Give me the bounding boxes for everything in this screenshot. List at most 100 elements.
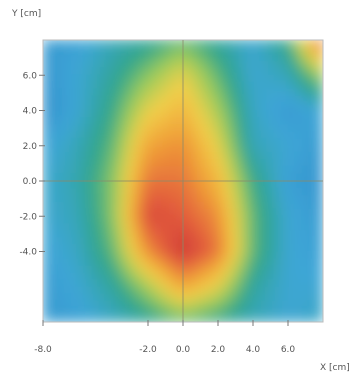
heat-cell — [56, 166, 65, 175]
heat-cell — [273, 60, 282, 69]
heat-cell — [210, 88, 219, 97]
heat-cell — [252, 265, 261, 274]
heat-cell — [245, 229, 254, 238]
heat-cell — [56, 173, 65, 182]
heat-cell — [182, 307, 191, 316]
heat-cell — [105, 173, 114, 182]
heat-cell — [308, 265, 317, 274]
heat-cell — [266, 138, 275, 147]
heat-cell — [105, 88, 114, 97]
heat-cell — [175, 229, 184, 238]
heat-cell — [84, 272, 93, 281]
heat-cell — [210, 145, 219, 154]
heat-cell — [182, 293, 191, 302]
heat-cell — [63, 300, 72, 309]
heat-cell — [56, 117, 65, 126]
heat-cell — [56, 67, 65, 76]
heat-cell — [105, 53, 114, 62]
heat-cell — [63, 88, 72, 97]
heat-cell — [259, 272, 268, 281]
heat-cell — [105, 215, 114, 224]
heat-cell — [231, 215, 240, 224]
heat-cell — [189, 229, 198, 238]
heat-cell — [112, 74, 121, 83]
heat-cell — [315, 293, 323, 302]
heat-cell — [231, 187, 240, 196]
heat-cell — [168, 236, 177, 245]
heat-cell — [301, 110, 310, 119]
heat-cell — [308, 229, 317, 238]
heat-cell — [287, 67, 296, 76]
heat-cell — [224, 110, 233, 119]
heat-cell — [91, 300, 100, 309]
heat-cell — [77, 166, 86, 175]
heat-cell — [119, 194, 128, 203]
heat-cell — [280, 194, 289, 203]
heat-cell — [98, 208, 107, 217]
heat-cell — [126, 159, 135, 168]
heat-cell — [133, 53, 142, 62]
heat-cell — [203, 74, 212, 83]
heat-cell — [266, 81, 275, 90]
heat-cell — [182, 251, 191, 260]
heat-cell — [49, 180, 58, 189]
heat-cell — [259, 314, 268, 322]
heat-cell — [140, 138, 149, 147]
heat-cell — [63, 215, 72, 224]
heat-cell — [280, 110, 289, 119]
heat-cell — [273, 279, 282, 288]
heat-cell — [266, 46, 275, 55]
heat-cell — [308, 152, 317, 161]
heat-cell — [84, 124, 93, 133]
x-tick-label: 4.0 — [246, 345, 261, 355]
heat-cell — [203, 229, 212, 238]
heat-cell — [154, 166, 163, 175]
heat-cell — [189, 53, 198, 62]
heat-cell — [238, 88, 247, 97]
heat-cell — [161, 95, 170, 104]
heat-cell — [238, 124, 247, 133]
heat-cell — [182, 159, 191, 168]
x-tick-label: 2.0 — [211, 345, 226, 355]
heat-cell — [56, 110, 65, 119]
heat-cell — [217, 95, 226, 104]
heat-cell — [245, 314, 254, 322]
heat-cell — [308, 258, 317, 267]
heat-cell — [105, 145, 114, 154]
heat-cell — [43, 152, 51, 161]
heat-cell — [77, 194, 86, 203]
heat-cell — [196, 258, 205, 267]
heat-cell — [273, 138, 282, 147]
heat-cell — [154, 53, 163, 62]
heat-cell — [154, 102, 163, 111]
heat-cell — [287, 265, 296, 274]
heat-cell — [315, 124, 323, 133]
heat-cell — [49, 74, 58, 83]
heat-cell — [126, 265, 135, 274]
heat-cell — [133, 117, 142, 126]
heat-cell — [217, 180, 226, 189]
heat-cell — [168, 293, 177, 302]
heat-cell — [238, 229, 247, 238]
heat-cell — [196, 314, 205, 322]
heat-cell — [175, 88, 184, 97]
heat-cell — [154, 159, 163, 168]
heat-cell — [49, 201, 58, 210]
heat-cell — [77, 95, 86, 104]
heat-cell — [245, 243, 254, 252]
heat-cell — [245, 145, 254, 154]
heat-cell — [315, 88, 323, 97]
heat-cell — [301, 194, 310, 203]
heat-cell — [294, 60, 303, 69]
heat-cell — [259, 67, 268, 76]
heat-cell — [84, 215, 93, 224]
heat-cell — [154, 110, 163, 119]
heat-cell — [112, 95, 121, 104]
heat-cell — [161, 300, 170, 309]
heat-cell — [238, 60, 247, 69]
heat-cell — [126, 131, 135, 140]
heat-cell — [147, 81, 156, 90]
heat-cell — [70, 314, 79, 322]
heat-cell — [224, 40, 233, 48]
heat-cell — [119, 243, 128, 252]
